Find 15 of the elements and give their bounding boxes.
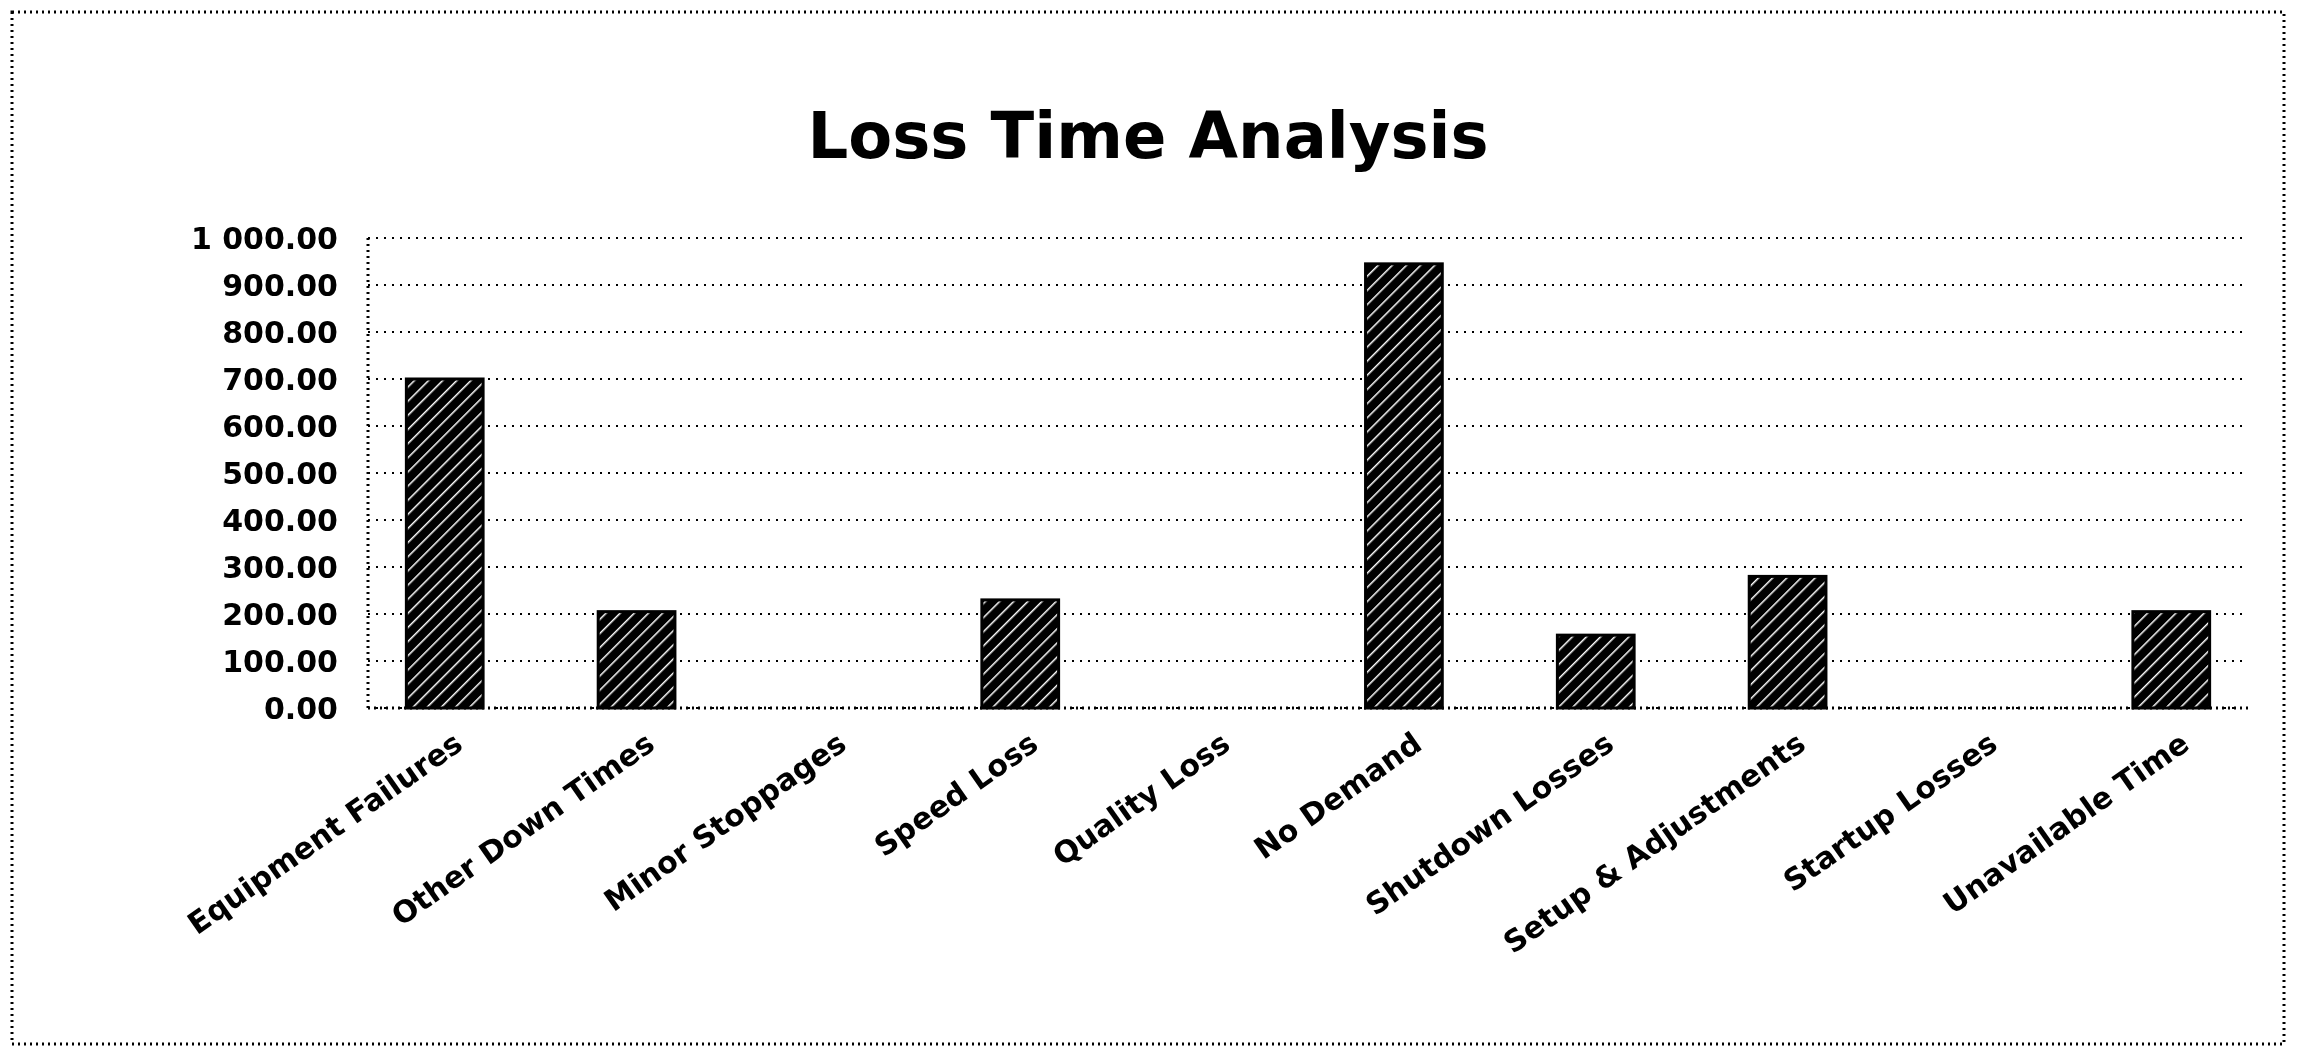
y-tick-label: 800.00 (222, 314, 338, 350)
y-tick-label: 300.00 (222, 549, 338, 585)
y-tick-label: 600.00 (222, 408, 338, 444)
y-tick-label: 500.00 (222, 455, 338, 491)
y-tick-label: 900.00 (222, 267, 338, 303)
y-tick-label: 1 000.00 (190, 220, 338, 256)
y-tick-label: 400.00 (222, 502, 338, 538)
bar (980, 598, 1061, 710)
bar (1555, 633, 1636, 710)
y-tick-label: 200.00 (222, 596, 338, 632)
y-tick-label: 0.00 (263, 690, 338, 726)
y-tick-label: 700.00 (222, 361, 338, 397)
bar (1364, 262, 1444, 710)
chart-title: Loss Time Analysis (807, 99, 1489, 173)
y-tick-label: 100.00 (222, 643, 338, 679)
